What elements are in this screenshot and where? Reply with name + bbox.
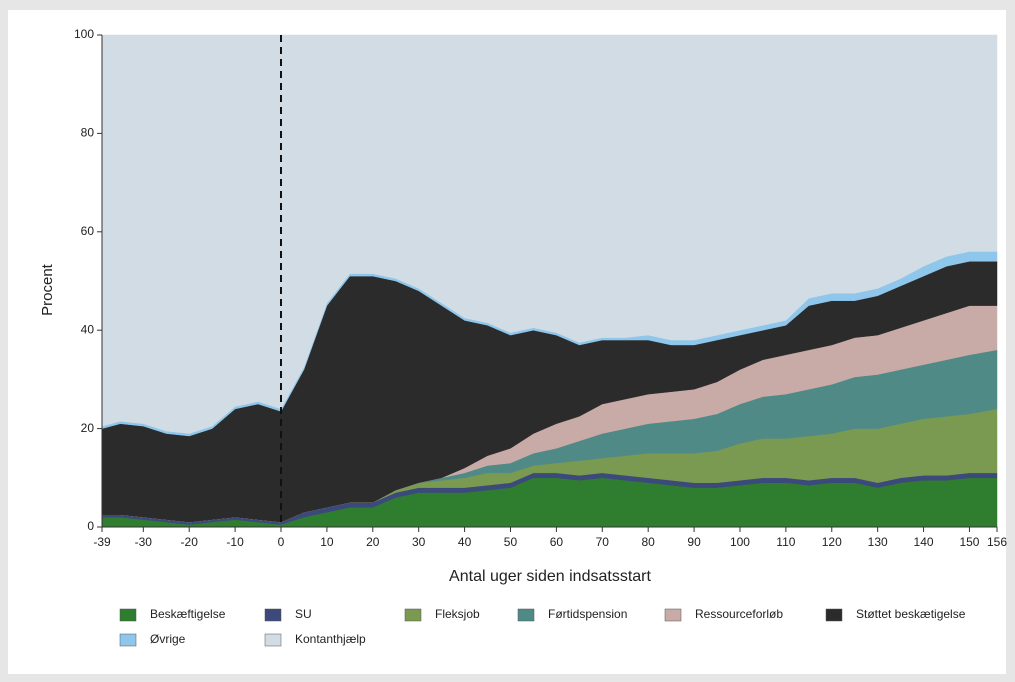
x-tick-label: 80 <box>641 535 655 549</box>
x-tick-label: -10 <box>226 535 244 549</box>
y-tick-label: 0 <box>87 519 94 533</box>
y-axis-label: Procent <box>39 263 56 316</box>
x-tick-label: 156 <box>987 535 1007 549</box>
legend-label: Kontanthjælp <box>295 632 366 646</box>
y-tick-label: 80 <box>81 126 95 140</box>
area <box>101 34 998 434</box>
legend-label: Øvrige <box>150 632 186 646</box>
x-tick-label: 50 <box>504 535 518 549</box>
x-tick-label: 70 <box>596 535 610 549</box>
legend-swatch <box>664 608 682 622</box>
x-axis-label: Antal uger siden indsatsstart <box>449 568 651 585</box>
x-tick-label: 120 <box>822 535 842 549</box>
x-tick-label: 150 <box>959 535 979 549</box>
y-tick-label: 60 <box>81 224 95 238</box>
x-tick-label: 90 <box>687 535 701 549</box>
x-tick-label: -20 <box>181 535 199 549</box>
x-tick-label: -39 <box>93 535 111 549</box>
legend-swatch <box>119 633 137 647</box>
legend-swatch <box>264 608 282 622</box>
y-tick-label: 100 <box>74 27 94 41</box>
legend-label: Støttet beskætigelse <box>856 607 966 621</box>
x-tick-label: 130 <box>868 535 888 549</box>
legend-swatch <box>264 633 282 647</box>
x-tick-label: 10 <box>320 535 334 549</box>
x-tick-label: -30 <box>135 535 153 549</box>
x-tick-label: 30 <box>412 535 426 549</box>
legend-label: Ressourceforløb <box>695 607 783 621</box>
legend-swatch <box>404 608 422 622</box>
x-tick-label: 40 <box>458 535 472 549</box>
y-tick-label: 20 <box>81 421 95 435</box>
x-tick-label: 140 <box>914 535 934 549</box>
x-tick-label: 60 <box>550 535 564 549</box>
y-tick-label: 40 <box>81 322 95 336</box>
legend-label: Fleksjob <box>435 607 480 621</box>
legend-swatch <box>825 608 843 622</box>
legend-label: Førtidspension <box>548 607 627 621</box>
x-tick-label: 0 <box>278 535 285 549</box>
legend-label: SU <box>295 607 312 621</box>
x-tick-label: 100 <box>730 535 750 549</box>
legend-swatch <box>517 608 535 622</box>
x-tick-label: 110 <box>776 535 795 549</box>
x-tick-label: 20 <box>366 535 380 549</box>
legend-label: Beskæftigelse <box>150 607 226 621</box>
legend-swatch <box>119 608 137 622</box>
